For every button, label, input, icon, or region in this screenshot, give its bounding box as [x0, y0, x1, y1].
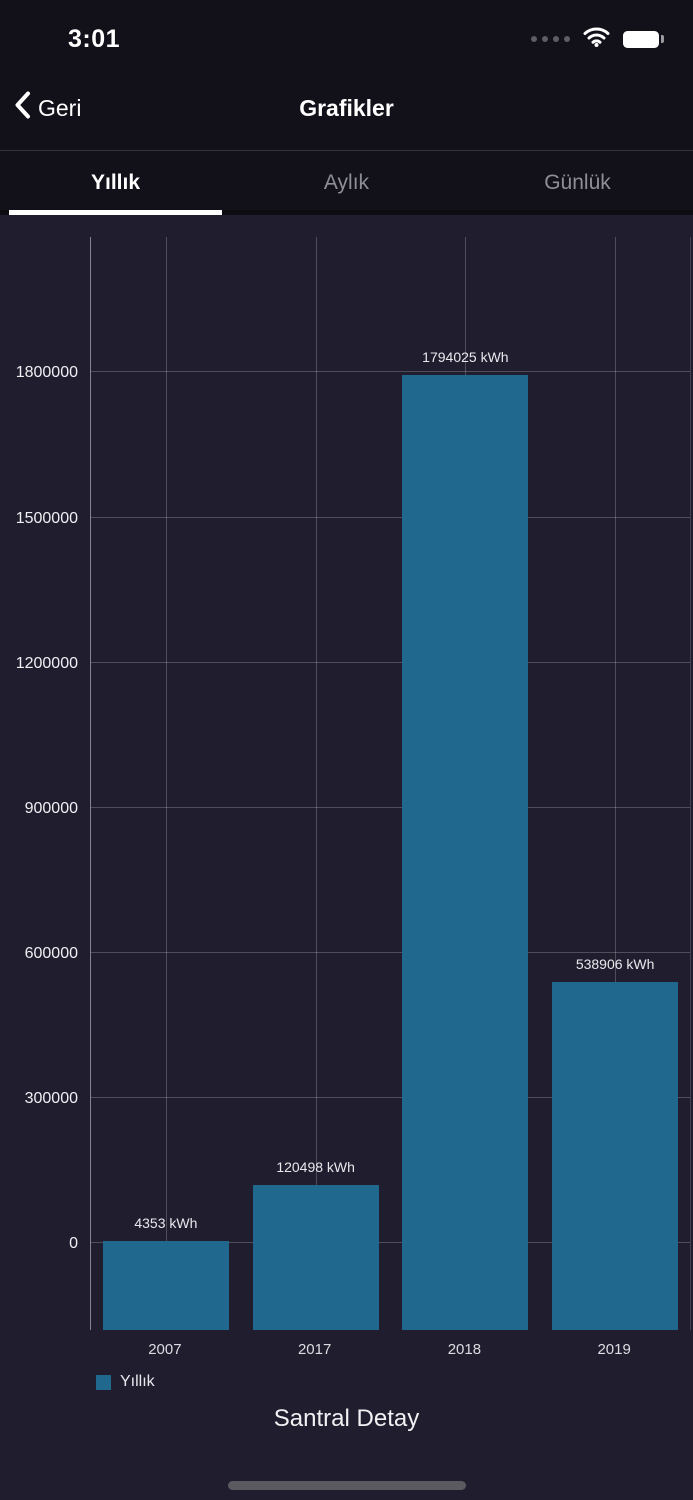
page-title: Grafikler — [299, 94, 394, 121]
x-axis-tick-label: 2017 — [297, 1341, 332, 1358]
h-gridline — [91, 1096, 690, 1098]
bar-value-label: 538906 kWh — [575, 956, 655, 973]
chart-area: 0 300000 600000 900000 1200000 1500000 1800000… — [0, 215, 693, 1500]
chart-title: Santral Detay — [273, 1405, 420, 1432]
legend-label: Yıllık — [120, 1373, 155, 1390]
h-gridline — [91, 1241, 690, 1243]
h-gridline — [91, 516, 690, 518]
v-gridline — [315, 237, 317, 1330]
h-gridline — [91, 806, 690, 808]
x-axis-tick-label: 2007 — [148, 1341, 182, 1358]
h-gridline — [91, 661, 690, 663]
x-axis: 2007 2017 2018 2019 — [90, 1341, 691, 1363]
y-axis-tick-label: 0 — [69, 1234, 78, 1252]
y-axis-tick-label: 600000 — [24, 944, 78, 962]
bar-2017[interactable] — [252, 1184, 379, 1330]
bar-value-label: 4353 kWh — [134, 1214, 198, 1231]
plot-area: 4353 kWh 120498 kWh 1794025 kWh 538906 kWh — [90, 237, 691, 1330]
battery-icon — [623, 30, 664, 48]
h-gridline — [91, 371, 690, 373]
x-axis-tick-label: 2018 — [447, 1341, 482, 1358]
legend-swatch — [96, 1374, 111, 1390]
status-time: 3:01 — [68, 24, 121, 53]
tab-gunluk[interactable]: Günlük — [544, 171, 611, 194]
back-button[interactable]: Geri — [0, 90, 81, 126]
h-gridline — [91, 951, 690, 953]
bar-value-label: 1794025 kWh — [422, 349, 509, 366]
x-axis-tick-label: 2019 — [597, 1341, 631, 1358]
cellular-signal-icon — [531, 36, 570, 42]
header: 3:01 Geri Grafikler — [0, 0, 693, 215]
wifi-icon — [583, 27, 610, 52]
home-indicator[interactable] — [227, 1481, 466, 1490]
y-axis-tick-label: 1500000 — [15, 509, 78, 527]
bar-value-label: 120498 kWh — [276, 1158, 355, 1175]
chart-legend: Yıllık — [96, 1373, 155, 1391]
back-button-label: Geri — [38, 94, 82, 121]
y-axis-tick-label: 1800000 — [15, 364, 78, 382]
y-axis-tick-label: 300000 — [24, 1089, 78, 1107]
bar-2019[interactable] — [552, 982, 679, 1330]
y-axis-tick-label: 1200000 — [15, 654, 78, 672]
tab-bar: Yıllık Aylık Günlük — [0, 150, 693, 215]
v-gridline — [165, 237, 167, 1330]
tab-yillik[interactable]: Yıllık — [0, 151, 231, 215]
back-chevron-icon — [14, 90, 31, 126]
y-axis: 0 300000 600000 900000 1200000 1500000 1800000 — [0, 237, 82, 1330]
tab-track — [0, 210, 693, 215]
y-axis-tick-label: 900000 — [24, 799, 78, 817]
status-icons — [531, 27, 664, 52]
bar-2007[interactable] — [102, 1240, 229, 1330]
bar-2018[interactable] — [402, 375, 529, 1330]
nav-bar: Geri Grafikler — [0, 66, 693, 150]
v-gridline — [615, 237, 617, 1330]
tab-aylik[interactable]: Aylık — [323, 171, 370, 194]
status-bar: 3:01 — [0, 0, 693, 66]
